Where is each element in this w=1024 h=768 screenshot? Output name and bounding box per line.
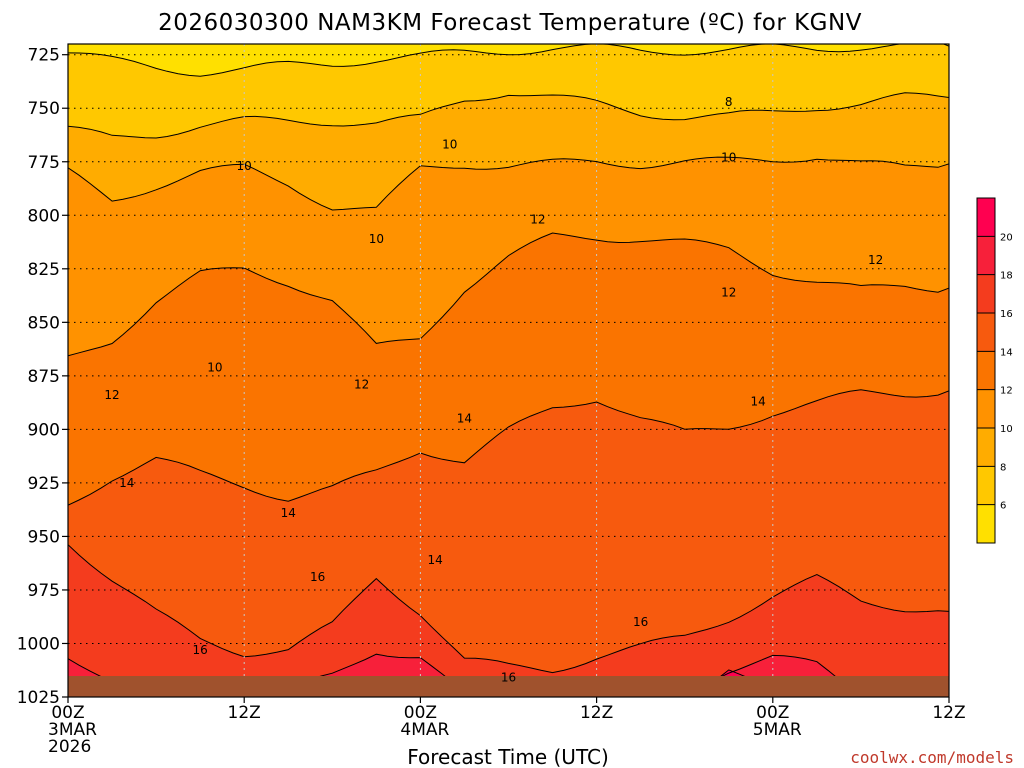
contour-label: 14	[119, 476, 134, 490]
contour-label: 10	[237, 159, 252, 173]
legend-swatch	[977, 236, 995, 275]
contour-label: 16	[193, 643, 208, 657]
y-tick-label: 800	[28, 206, 60, 226]
x-tick-label: 2026	[48, 737, 91, 757]
legend-frame	[976, 197, 996, 544]
color-legend: 6 8 10 12 14 16 18 20	[976, 197, 1013, 544]
contour-line	[68, 44, 949, 77]
contour-line	[68, 156, 949, 211]
legend-label: 16	[1000, 309, 1013, 320]
temperature-band	[68, 389, 949, 697]
legend-label: 10	[1000, 424, 1013, 435]
legend-swatch	[977, 274, 995, 313]
contour-line	[68, 232, 949, 357]
contour-label: 16	[633, 615, 648, 629]
y-tick-label: 925	[28, 474, 60, 494]
legend-swatch	[977, 351, 995, 390]
temperature-bands	[68, 44, 949, 697]
y-tick-label: 825	[28, 260, 60, 280]
contour-label: 14	[427, 553, 442, 567]
contour-labels: 8 10 10 10 10 10 12 12 12 12 12 14 14 14 14 14 16 16 16 16	[104, 95, 883, 685]
ground-band	[68, 676, 949, 697]
y-tick-label: 950	[28, 527, 60, 547]
contour-label: 10	[207, 360, 222, 374]
y-tick-label: 875	[28, 367, 60, 387]
legend-label: 8	[1000, 462, 1006, 473]
contour-label: 10	[369, 232, 384, 246]
y-tick-label: 1000	[17, 634, 60, 654]
y-tick-label: 900	[28, 420, 60, 440]
contour-line	[68, 544, 949, 674]
legend-label: 6	[1000, 501, 1006, 512]
y-tick-label: 975	[28, 581, 60, 601]
legend-swatch	[977, 198, 995, 237]
legend-label: 20	[1000, 232, 1013, 243]
contour-label: 14	[457, 412, 472, 426]
x-axis-label: Forecast Time (UTC)	[407, 745, 609, 768]
plot-frame	[67, 43, 950, 698]
temperature-band	[68, 544, 949, 697]
x-tick-label: 00Z	[404, 703, 437, 723]
contour-label: 12	[721, 285, 736, 299]
y-tick-label: 850	[28, 313, 60, 333]
y-tick-label: 725	[28, 46, 60, 66]
x-tick-label: 12Z	[932, 703, 965, 723]
contour-label: 16	[310, 570, 325, 584]
contour-label: 12	[354, 377, 369, 391]
legend-label: 18	[1000, 271, 1013, 282]
contour-line	[68, 92, 949, 139]
plot-gridlines	[68, 44, 949, 697]
chart-title: 2026030300 NAM3KM Forecast Temperature (…	[158, 10, 862, 36]
legend-swatch	[977, 466, 995, 505]
contour-label: 14	[281, 506, 296, 520]
contour-label: 12	[104, 388, 119, 402]
y-tick-label: 1025	[17, 688, 60, 708]
x-tick-label: 12Z	[228, 703, 261, 723]
contour-label: 16	[501, 671, 516, 685]
credit-link[interactable]: coolwx.com/models	[850, 748, 1014, 767]
legend-label: 12	[1000, 386, 1013, 397]
legend-swatch	[977, 504, 995, 543]
legend-swatch	[977, 313, 995, 352]
legend-label: 14	[1000, 347, 1013, 358]
x-tick-label: 00Z	[756, 703, 789, 723]
legend-swatch	[977, 428, 995, 467]
contour-label: 10	[442, 138, 457, 152]
y-axis: 725 750 775 800 825 850 875 900 925 950 975 1000 102…	[17, 46, 68, 708]
y-tick-label: 775	[28, 153, 60, 173]
contour-label: 12	[868, 253, 883, 267]
legend-swatch	[977, 389, 995, 428]
contour-label: 12	[530, 213, 545, 227]
x-tick-label: 12Z	[580, 703, 613, 723]
x-tick-label: 5MAR	[753, 720, 802, 740]
x-tick-label: 3MAR	[48, 720, 97, 740]
x-tick-label: 00Z	[51, 703, 84, 723]
x-tick-label: 4MAR	[400, 720, 449, 740]
contour-label: 10	[721, 150, 736, 164]
contour-label: 8	[725, 95, 733, 109]
y-tick-label: 750	[28, 99, 60, 119]
contour-line	[68, 389, 949, 506]
contour-label: 14	[750, 395, 765, 409]
